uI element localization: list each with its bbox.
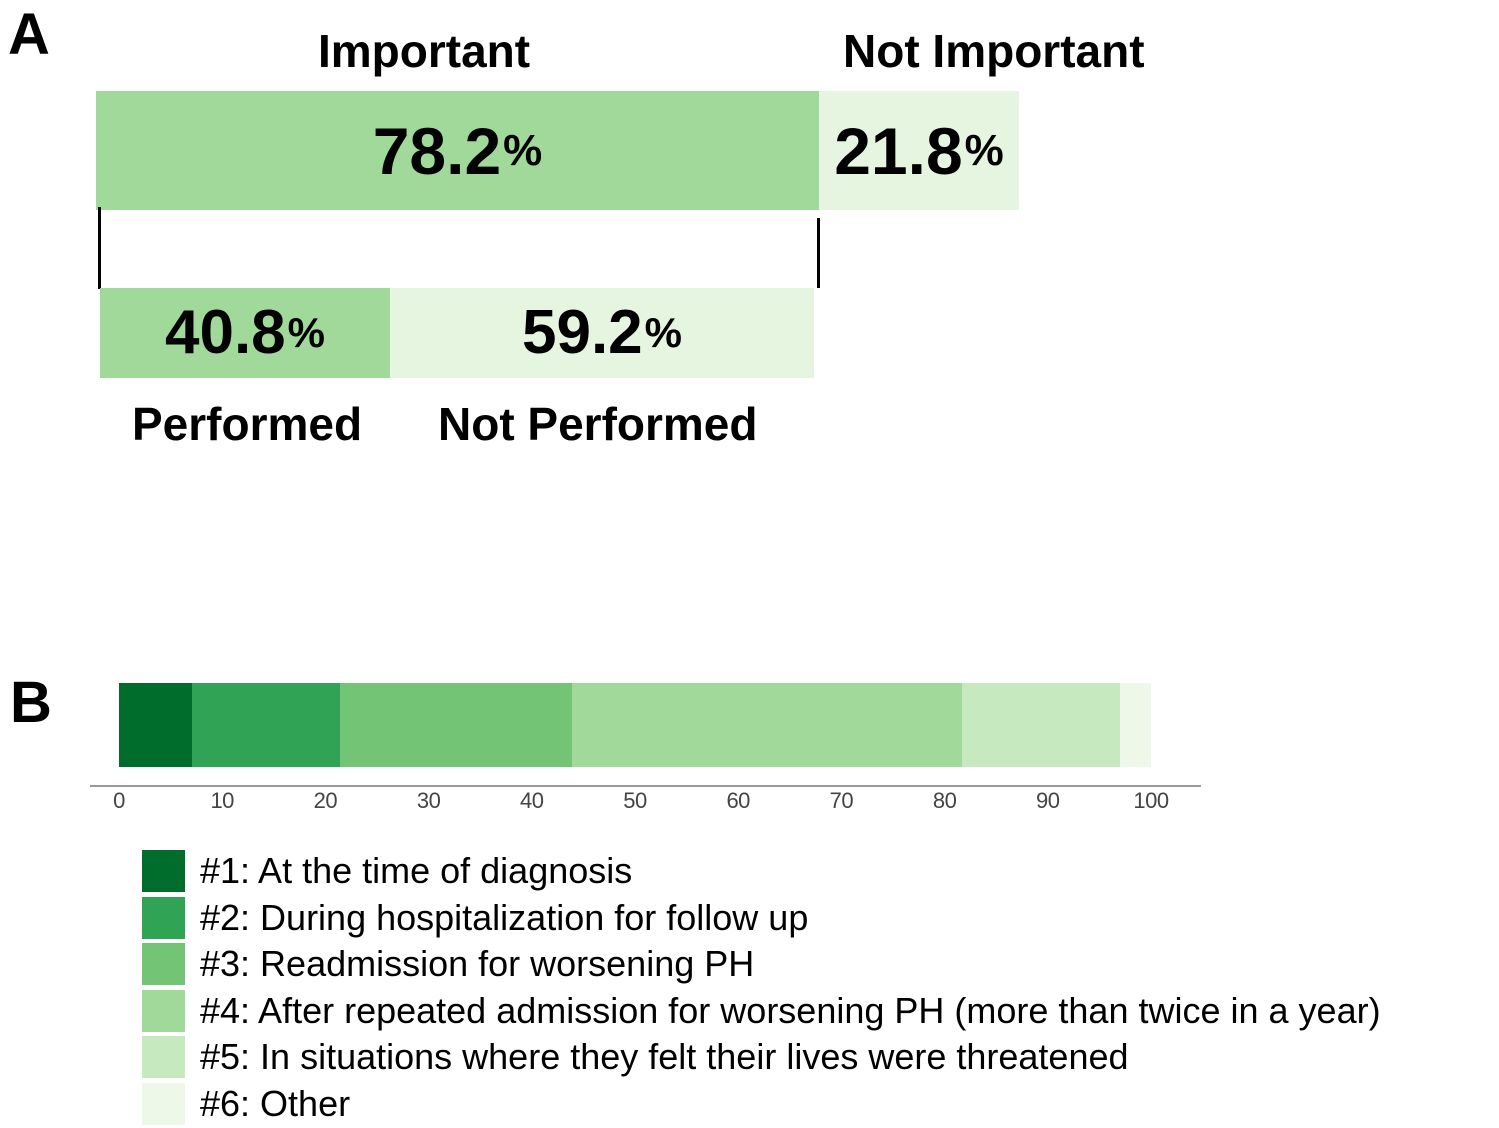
legend-item: #5: In situations where they felt their …	[142, 1035, 1129, 1079]
performed-pct: %	[287, 309, 326, 356]
panel-a-letter: A	[8, 2, 50, 67]
bar-segment-3	[339, 683, 573, 767]
legend-label: #1: At the time of diagnosis	[200, 850, 633, 891]
legend-label: #4: After repeated admission for worseni…	[200, 989, 1381, 1031]
bar-segment-2	[192, 683, 340, 767]
not-performed-bar: 59.2%	[390, 288, 814, 378]
not-performed-pct: %	[644, 309, 683, 356]
x-axis-ticks: 0 10 20 30 40 50 60 70 80 90 100	[0, 788, 1499, 818]
bracket-left-line	[98, 207, 101, 289]
legend-item: #2: During hospitalization for follow up	[142, 896, 808, 940]
important-value: 78.2	[372, 113, 502, 188]
legend-item: #6: Other	[142, 1082, 350, 1126]
x-tick-label: 90	[1036, 788, 1060, 813]
timing-stacked-bar	[119, 683, 1151, 767]
x-tick-label: 30	[416, 788, 441, 813]
legend-item: #4: After repeated admission for worseni…	[142, 989, 1381, 1033]
x-axis-line	[90, 785, 1201, 787]
x-tick-label: 50	[623, 788, 647, 813]
bar-segment-4	[572, 683, 963, 767]
panel-b-letter: B	[10, 670, 52, 735]
not-performed-label: Not Performed	[438, 398, 758, 450]
x-tick-label: 20	[313, 788, 338, 813]
bar-segment-6	[1120, 683, 1151, 767]
important-pct: %	[503, 125, 543, 175]
x-tick-label: 70	[829, 788, 854, 813]
not-important-pct: %	[964, 125, 1004, 175]
legend-swatch	[142, 989, 185, 1032]
not-important-bar: 21.8%	[819, 91, 1019, 210]
legend-swatch	[142, 1083, 185, 1125]
legend-item: #1: At the time of diagnosis	[142, 849, 632, 893]
legend-item: #3: Readmission for worsening PH	[142, 942, 754, 986]
x-tick-label: 60	[726, 788, 750, 813]
legend-label: #2: During hospitalization for follow up	[200, 896, 809, 938]
legend-swatch	[142, 850, 185, 892]
x-tick-label: 100	[1133, 788, 1169, 813]
legend-swatch	[142, 896, 185, 939]
bar-segment-5	[962, 683, 1121, 767]
bracket-right-line	[817, 218, 820, 288]
legend-swatch	[142, 1036, 185, 1079]
legend-label: #3: Readmission for worsening PH	[200, 943, 755, 985]
not-performed-value: 59.2	[521, 298, 643, 367]
x-tick-label: 80	[932, 788, 957, 813]
x-tick-label: 40	[520, 788, 544, 813]
legend-swatch	[142, 943, 185, 986]
legend-label: #6: Other	[200, 1083, 351, 1124]
not-important-label: Not Important	[843, 25, 1145, 77]
performed-label: Performed	[132, 398, 363, 450]
legend: #1: At the time of diagnosis #2: During h…	[142, 849, 1499, 1128]
important-label: Important	[318, 25, 531, 77]
important-bar: 78.2%	[96, 91, 819, 210]
performed-value: 40.8	[164, 298, 286, 367]
bar-segment-1	[119, 683, 193, 767]
x-tick-label: 0	[113, 788, 125, 813]
legend-label: #5: In situations where they felt their …	[200, 1036, 1129, 1078]
not-important-value: 21.8	[834, 113, 963, 188]
x-tick-label: 10	[210, 788, 234, 813]
performed-bar: 40.8%	[100, 288, 390, 378]
